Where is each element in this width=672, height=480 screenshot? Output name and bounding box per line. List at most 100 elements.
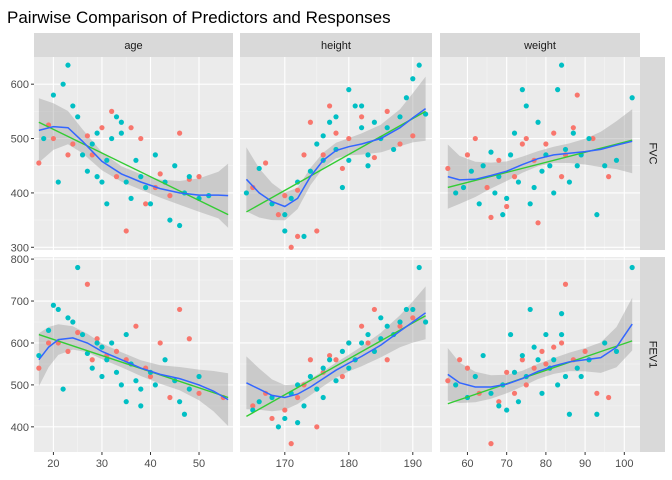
x-tick-label: 20 <box>47 458 59 470</box>
data-point <box>453 190 459 196</box>
data-point <box>594 411 600 417</box>
data-point <box>250 184 256 191</box>
data-point <box>519 87 525 93</box>
data-point <box>397 114 403 120</box>
data-point <box>314 424 320 430</box>
data-point <box>333 378 339 384</box>
loess-fit-line <box>447 323 633 388</box>
x-tick-label: 60 <box>461 458 473 470</box>
data-point <box>531 184 537 191</box>
data-point <box>250 403 256 409</box>
data-point <box>384 108 390 114</box>
facet-label-FVC: FVC <box>647 143 659 165</box>
data-point <box>543 331 549 338</box>
data-point <box>327 103 333 109</box>
data-point <box>397 319 403 325</box>
data-point <box>84 350 90 357</box>
data-point <box>496 157 502 163</box>
data-point <box>515 399 522 405</box>
data-point <box>547 163 553 169</box>
data-point <box>177 306 183 313</box>
data-point <box>99 373 105 380</box>
data-point <box>543 141 549 147</box>
facet-label-FEV1: FEV1 <box>647 341 659 369</box>
data-point <box>523 103 529 109</box>
data-point <box>152 382 158 388</box>
data-point <box>551 190 557 196</box>
data-point <box>445 165 451 172</box>
data-point <box>472 373 478 380</box>
panel-FVC-age <box>34 57 233 250</box>
data-point <box>359 340 365 346</box>
data-point <box>320 365 326 371</box>
data-point <box>507 152 514 158</box>
data-point <box>301 403 307 409</box>
data-point <box>314 386 320 392</box>
data-point <box>511 174 518 180</box>
data-point <box>464 365 471 371</box>
data-point <box>55 306 61 313</box>
data-point <box>269 415 275 422</box>
data-point <box>602 340 608 346</box>
linear-fit-line <box>246 110 426 213</box>
data-point <box>539 348 545 354</box>
panel-background <box>240 57 432 250</box>
data-point <box>327 357 333 363</box>
data-point <box>94 130 100 136</box>
data-point <box>109 340 115 346</box>
data-point <box>36 160 42 166</box>
data-point <box>410 76 416 82</box>
data-point <box>535 357 541 363</box>
data-point <box>94 174 100 180</box>
data-point <box>123 331 129 338</box>
data-point <box>468 168 474 174</box>
data-point <box>613 157 620 163</box>
data-point <box>123 179 129 185</box>
data-point <box>531 344 537 350</box>
data-point <box>480 352 486 359</box>
data-point <box>282 212 288 218</box>
panel-background <box>240 257 432 452</box>
data-point <box>346 87 352 93</box>
data-point <box>352 103 358 109</box>
data-point <box>75 264 81 271</box>
data-point <box>339 373 345 380</box>
x-tick-label: 30 <box>96 458 108 470</box>
data-point <box>519 357 525 363</box>
y-tick-label: 800 <box>11 254 29 266</box>
facet-strip-height <box>240 33 432 57</box>
panel-content <box>246 264 429 447</box>
facet-label-height: height <box>321 40 351 52</box>
data-point <box>99 125 105 131</box>
data-point <box>70 141 76 147</box>
data-point <box>60 386 66 392</box>
data-point <box>359 125 365 131</box>
data-point <box>558 311 565 317</box>
data-point <box>333 357 339 363</box>
data-point <box>574 365 580 371</box>
data-point <box>543 361 549 367</box>
data-point <box>515 179 522 185</box>
data-point <box>453 382 459 388</box>
y-tick-label: 500 <box>11 380 29 392</box>
linear-fit-line <box>447 340 633 405</box>
data-point <box>307 357 313 363</box>
data-point <box>629 95 635 101</box>
data-point <box>99 344 105 350</box>
panel-content <box>36 62 229 234</box>
data-point <box>263 160 269 166</box>
data-point <box>410 315 416 321</box>
data-point <box>500 212 506 218</box>
data-point <box>295 420 301 426</box>
data-point <box>566 411 573 417</box>
data-point <box>613 348 620 354</box>
data-point <box>327 119 333 125</box>
data-point <box>539 168 545 174</box>
data-point <box>157 340 163 346</box>
data-point <box>36 352 42 359</box>
facet-panels: age height weight FVC FEV1 300 400 500 600 400 500… <box>11 33 665 470</box>
data-point <box>558 62 565 68</box>
x-tick-label: 80 <box>540 458 552 470</box>
linear-fit-line <box>38 121 229 216</box>
x-tick-label: 40 <box>144 458 156 470</box>
